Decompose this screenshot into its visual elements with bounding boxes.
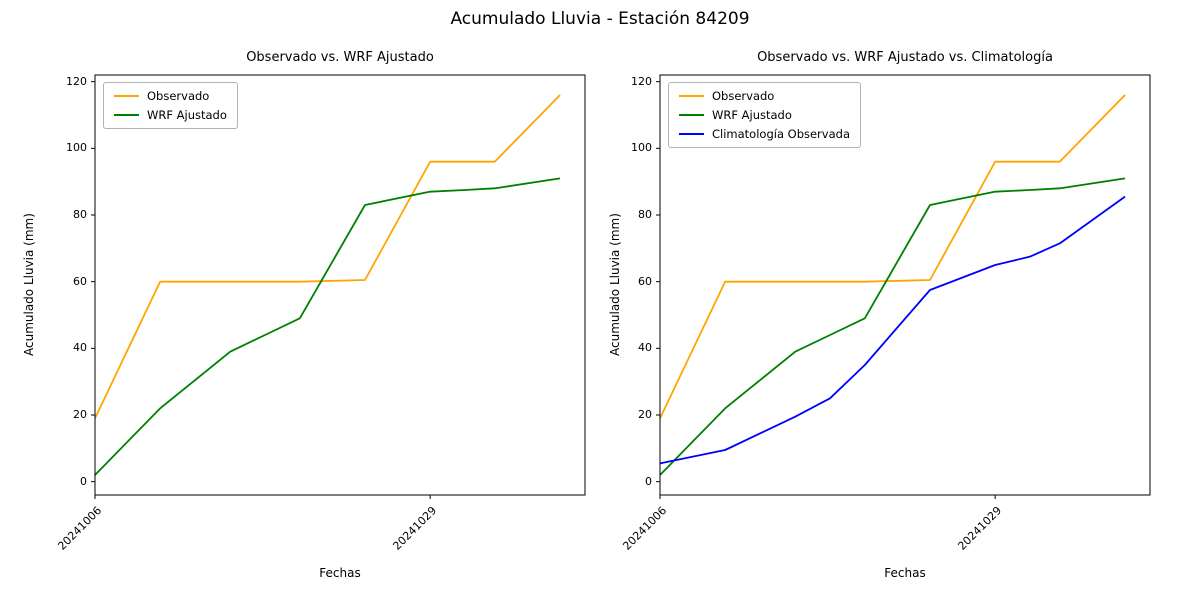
x-tick-label: 20241006 xyxy=(620,504,670,553)
subplot-observado-wrf: Observado vs. WRF Ajustado Acumulado Llu… xyxy=(22,50,586,580)
y-tick-label: 20 xyxy=(638,408,652,421)
series-line-observado xyxy=(659,94,1126,419)
y-tick-label: 0 xyxy=(80,474,87,488)
y-tick-label: 120 xyxy=(66,74,87,88)
legend-label: WRF Ajustado xyxy=(147,108,227,122)
subplot-title: Observado vs. WRF Ajustado xyxy=(246,50,434,65)
legend: Observado WRF Ajustado xyxy=(103,82,238,129)
y-tick-label: 40 xyxy=(73,341,87,355)
legend-label: WRF Ajustado xyxy=(712,108,792,122)
y-tick-label: 80 xyxy=(638,208,652,221)
legend-label: Observado xyxy=(712,89,775,103)
subplot-title: Observado vs. WRF Ajustado vs. Climatolo… xyxy=(757,50,1053,65)
legend-line-swatch xyxy=(114,95,139,97)
y-tick-label: 80 xyxy=(73,208,87,221)
legend-line-swatch xyxy=(114,114,139,116)
legend-line-swatch xyxy=(679,114,704,116)
series-line-wrf-ajustado xyxy=(659,177,1126,476)
y-tick-label: 100 xyxy=(66,141,87,155)
y-tick-label: 100 xyxy=(631,141,652,155)
legend-item: Observado xyxy=(679,89,850,103)
axes-frame xyxy=(659,74,1151,496)
legend-line-swatch xyxy=(679,133,704,135)
y-axis-label: Acumulado Lluvia (mm) xyxy=(22,213,36,357)
y-tick-label: 20 xyxy=(73,408,87,421)
y-tick-label: 40 xyxy=(638,341,652,355)
axes-frame xyxy=(94,74,586,496)
x-axis-label: Fechas xyxy=(319,566,361,580)
legend-label: Observado xyxy=(147,89,210,103)
legend-item: Climatología Observada xyxy=(679,127,850,141)
y-tick-label: 120 xyxy=(631,74,652,88)
y-tick-label: 0 xyxy=(645,474,652,488)
legend-label: Climatología Observada xyxy=(712,127,850,141)
legend-line-swatch xyxy=(679,95,704,97)
x-axis-label: Fechas xyxy=(884,566,926,580)
legend-item: WRF Ajustado xyxy=(114,108,227,122)
series-line-climatolog-a-observada xyxy=(659,195,1126,465)
y-tick-label: 60 xyxy=(73,274,87,288)
x-tick-label: 20241006 xyxy=(55,504,105,553)
legend-item: WRF Ajustado xyxy=(679,108,850,122)
x-tick-label: 20241029 xyxy=(955,504,1005,553)
x-tick-label: 20241029 xyxy=(390,504,440,553)
series-line-wrf-ajustado xyxy=(94,177,561,476)
figure-suptitle: Acumulado Lluvia - Estación 84209 xyxy=(450,9,750,29)
series-line-observado xyxy=(94,94,561,419)
subplot-observado-wrf-climatologia: Observado vs. WRF Ajustado vs. Climatolo… xyxy=(600,0,1200,600)
legend-item: Observado xyxy=(114,89,227,103)
legend: Observado WRF Ajustado Climatología Observ… xyxy=(668,82,861,148)
plot-area xyxy=(91,74,586,499)
y-tick-label: 60 xyxy=(638,274,652,288)
plot-area xyxy=(656,74,1151,499)
